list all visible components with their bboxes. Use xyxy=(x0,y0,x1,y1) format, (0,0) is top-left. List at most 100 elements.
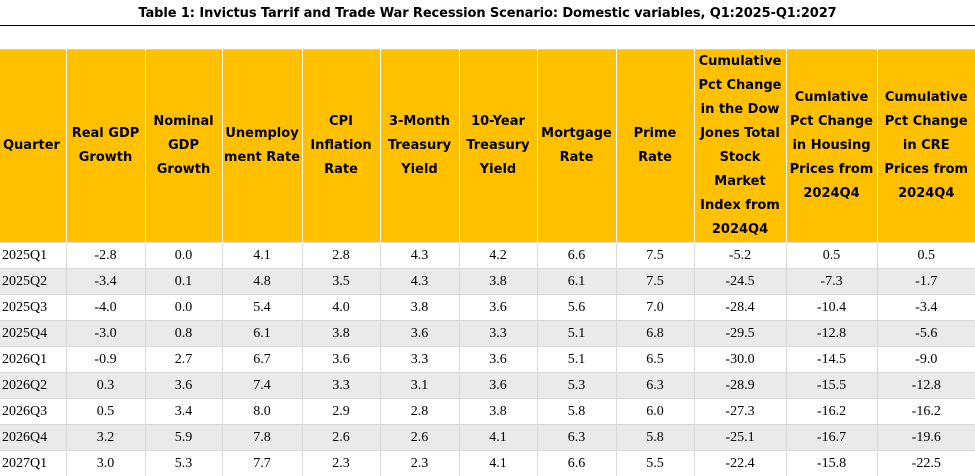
cell-cpi-inflation-rate: 2.8 xyxy=(302,243,380,269)
cell-unemployment-rate: 7.8 xyxy=(222,425,302,451)
cell-cpi-inflation-rate: 3.3 xyxy=(302,373,380,399)
cell-unemployment-rate: 8.0 xyxy=(222,399,302,425)
cell-mortgage-rate: 5.1 xyxy=(537,321,616,347)
cell-nominal-gdp-growth: 5.9 xyxy=(145,425,222,451)
header-real-gdp-growth: Real GDP Growth xyxy=(66,50,145,243)
cell-cpi-inflation-rate: 3.8 xyxy=(302,321,380,347)
scenario-table: Quarter Real GDP Growth Nominal GDP Grow… xyxy=(0,49,975,476)
cell-cpi-inflation-rate: 2.9 xyxy=(302,399,380,425)
table-header: Quarter Real GDP Growth Nominal GDP Grow… xyxy=(0,50,975,243)
header-unemployment-rate: Unemployment Rate xyxy=(222,50,302,243)
cell-cpi-inflation-rate: 4.0 xyxy=(302,295,380,321)
cell-dow-jones-change: -29.5 xyxy=(694,321,786,347)
cell-prime-rate: 6.8 xyxy=(616,321,694,347)
cell-quarter: 2026Q2 xyxy=(0,373,66,399)
header-dow-jones-change: Cumulative Pct Change in the Dow Jones T… xyxy=(694,50,786,243)
header-nominal-gdp-growth: Nominal GDP Growth xyxy=(145,50,222,243)
cell-housing-prices-change: -15.8 xyxy=(786,451,877,476)
cell-unemployment-rate: 5.4 xyxy=(222,295,302,321)
cell-10-year-treasury-yield: 3.6 xyxy=(459,295,537,321)
cell-nominal-gdp-growth: 0.0 xyxy=(145,243,222,269)
cell-unemployment-rate: 7.7 xyxy=(222,451,302,476)
cell-quarter: 2026Q1 xyxy=(0,347,66,373)
cell-real-gdp-growth: 3.0 xyxy=(66,451,145,476)
cell-mortgage-rate: 5.6 xyxy=(537,295,616,321)
cell-housing-prices-change: -7.3 xyxy=(786,269,877,295)
cell-10-year-treasury-yield: 4.1 xyxy=(459,425,537,451)
cell-real-gdp-growth: -3.4 xyxy=(66,269,145,295)
cell-quarter: 2025Q1 xyxy=(0,243,66,269)
cell-real-gdp-growth: -4.0 xyxy=(66,295,145,321)
cell-cre-prices-change: -16.2 xyxy=(877,399,975,425)
header-3-month-treasury-yield: 3-Month Treasury Yield xyxy=(380,50,459,243)
header-prime-rate: Prime Rate xyxy=(616,50,694,243)
cell-mortgage-rate: 5.8 xyxy=(537,399,616,425)
cell-3-month-treasury-yield: 3.1 xyxy=(380,373,459,399)
header-quarter: Quarter xyxy=(0,50,66,243)
cell-prime-rate: 7.5 xyxy=(616,269,694,295)
cell-cre-prices-change: -12.8 xyxy=(877,373,975,399)
cell-quarter: 2026Q4 xyxy=(0,425,66,451)
cell-housing-prices-change: -12.8 xyxy=(786,321,877,347)
header-10-year-treasury-yield: 10-Year Treasury Yield xyxy=(459,50,537,243)
cell-10-year-treasury-yield: 3.6 xyxy=(459,347,537,373)
cell-3-month-treasury-yield: 2.6 xyxy=(380,425,459,451)
cell-quarter: 2027Q1 xyxy=(0,451,66,476)
cell-unemployment-rate: 7.4 xyxy=(222,373,302,399)
cell-dow-jones-change: -22.4 xyxy=(694,451,786,476)
cell-prime-rate: 5.5 xyxy=(616,451,694,476)
header-cre-prices-change: Cumulative Pct Change in CRE Prices from… xyxy=(877,50,975,243)
cell-cre-prices-change: 0.5 xyxy=(877,243,975,269)
cell-unemployment-rate: 4.1 xyxy=(222,243,302,269)
cell-cre-prices-change: -3.4 xyxy=(877,295,975,321)
cell-10-year-treasury-yield: 3.3 xyxy=(459,321,537,347)
cell-3-month-treasury-yield: 4.3 xyxy=(380,243,459,269)
cell-housing-prices-change: -16.7 xyxy=(786,425,877,451)
cell-3-month-treasury-yield: 4.3 xyxy=(380,269,459,295)
cell-quarter: 2025Q2 xyxy=(0,269,66,295)
cell-quarter: 2025Q4 xyxy=(0,321,66,347)
cell-quarter: 2026Q3 xyxy=(0,399,66,425)
cell-mortgage-rate: 6.6 xyxy=(537,243,616,269)
cell-3-month-treasury-yield: 3.8 xyxy=(380,295,459,321)
cell-quarter: 2025Q3 xyxy=(0,295,66,321)
cell-dow-jones-change: -28.9 xyxy=(694,373,786,399)
cell-cre-prices-change: -22.5 xyxy=(877,451,975,476)
cell-nominal-gdp-growth: 0.0 xyxy=(145,295,222,321)
cell-dow-jones-change: -25.1 xyxy=(694,425,786,451)
cell-housing-prices-change: -14.5 xyxy=(786,347,877,373)
cell-10-year-treasury-yield: 4.2 xyxy=(459,243,537,269)
cell-real-gdp-growth: -0.9 xyxy=(66,347,145,373)
cell-mortgage-rate: 5.1 xyxy=(537,347,616,373)
cell-10-year-treasury-yield: 3.6 xyxy=(459,373,537,399)
cell-3-month-treasury-yield: 3.6 xyxy=(380,321,459,347)
cell-nominal-gdp-growth: 0.8 xyxy=(145,321,222,347)
cell-real-gdp-growth: -3.0 xyxy=(66,321,145,347)
cell-prime-rate: 6.3 xyxy=(616,373,694,399)
cell-nominal-gdp-growth: 0.1 xyxy=(145,269,222,295)
cell-cre-prices-change: -1.7 xyxy=(877,269,975,295)
cell-cpi-inflation-rate: 2.3 xyxy=(302,451,380,476)
cell-cpi-inflation-rate: 3.6 xyxy=(302,347,380,373)
cell-unemployment-rate: 6.7 xyxy=(222,347,302,373)
cell-unemployment-rate: 4.8 xyxy=(222,269,302,295)
cell-dow-jones-change: -5.2 xyxy=(694,243,786,269)
cell-cre-prices-change: -9.0 xyxy=(877,347,975,373)
cell-mortgage-rate: 6.3 xyxy=(537,425,616,451)
cell-dow-jones-change: -24.5 xyxy=(694,269,786,295)
cell-nominal-gdp-growth: 3.6 xyxy=(145,373,222,399)
cell-3-month-treasury-yield: 2.3 xyxy=(380,451,459,476)
header-cpi-inflation-rate: CPI Inflation Rate xyxy=(302,50,380,243)
cell-real-gdp-growth: -2.8 xyxy=(66,243,145,269)
cell-nominal-gdp-growth: 2.7 xyxy=(145,347,222,373)
cell-10-year-treasury-yield: 4.1 xyxy=(459,451,537,476)
cell-3-month-treasury-yield: 2.8 xyxy=(380,399,459,425)
cell-housing-prices-change: 0.5 xyxy=(786,243,877,269)
header-mortgage-rate: Mortgage Rate xyxy=(537,50,616,243)
cell-prime-rate: 6.0 xyxy=(616,399,694,425)
